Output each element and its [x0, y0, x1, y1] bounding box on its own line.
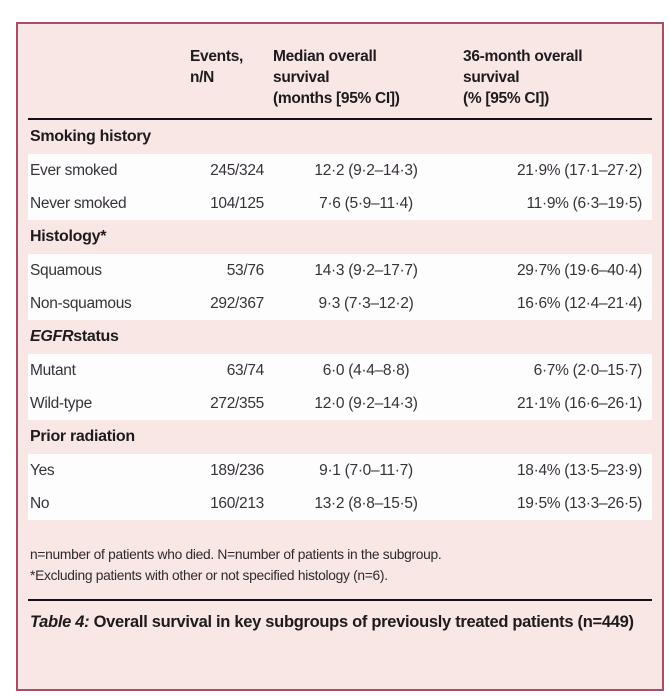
cell-36month-survival: 21·1% (16·6–26·1) [516, 394, 642, 412]
section-title-prior-radiation: Prior radiation [28, 420, 652, 454]
row-label: Ever smoked [30, 161, 118, 179]
caption-divider [28, 599, 652, 601]
cell-median-survival: 13·2 (8·8–15·5) [314, 494, 418, 512]
cell-36month-survival: 29·7% (19·6–40·4) [516, 261, 642, 279]
column-header-median-survival: Median overall survival (months [95% CI]… [273, 48, 400, 107]
row-label: Yes [30, 461, 55, 479]
table-header-row: Events, n/N Median overall survival (mon… [28, 24, 652, 120]
cell-36month-survival: 19·5% (13·3–26·5) [516, 494, 642, 512]
section-title-text: status [73, 328, 119, 345]
footnotes: n=number of patients who died. N=number … [28, 544, 652, 586]
section-title-text: Smoking history [30, 128, 151, 145]
cell-median-survival: 7·6 (5·9–11·4) [319, 194, 413, 212]
table-row-non-squamous: Non-squamous 292/367 9·3 (7·3–12·2) 16·6… [28, 287, 652, 320]
table-row-wild-type: Wild-type 272/355 12·0 (9·2–14·3) 21·1% … [28, 387, 652, 420]
column-header-events: Events, n/N [190, 48, 244, 86]
cell-median-survival: 12·0 (9·2–14·3) [314, 394, 418, 412]
cell-36month-survival: 16·6% (12·4–21·4) [516, 294, 642, 312]
cell-events: 292/367 [210, 294, 264, 312]
cell-median-survival: 6·0 (4·4–8·8) [322, 361, 410, 379]
cell-median-survival: 12·2 (9·2–14·3) [314, 161, 418, 179]
section-title-text: Prior radiation [30, 428, 135, 445]
cell-36month-survival: 11·9% (6·3–19·5) [526, 194, 642, 212]
column-header-blank [28, 46, 190, 109]
data-band-histology: Squamous 53/76 14·3 (9·2–17·7) 29·7% (19… [28, 254, 652, 320]
table-row-squamous: Squamous 53/76 14·3 (9·2–17·7) 29·7% (19… [28, 254, 652, 287]
table-caption-text: Overall survival in key subgroups of pre… [89, 613, 634, 631]
table-row-radiation-no: No 160/213 13·2 (8·8–15·5) 19·5% (13·3–2… [28, 487, 652, 520]
cell-events: 53/76 [226, 261, 265, 279]
section-title-smoking-history: Smoking history [28, 120, 652, 154]
row-label: Mutant [30, 361, 76, 379]
cell-events: 272/355 [210, 394, 264, 412]
cell-events: 189/236 [210, 461, 264, 479]
section-title-egfr-status: EGFR status [28, 320, 652, 354]
cell-36month-survival: 21·9% (17·1–27·2) [516, 161, 642, 179]
footnote-n-definition: n=number of patients who died. N=number … [30, 547, 442, 562]
cell-36month-survival: 18·4% (13·5–23·9) [516, 461, 642, 479]
footnote-histology-exclusion: *Excluding patients with other or not sp… [30, 568, 388, 583]
table-row-ever-smoked: Ever smoked 245/324 12·2 (9·2–14·3) 21·9… [28, 154, 652, 187]
table-row-radiation-yes: Yes 189/236 9·1 (7·0–11·7) 18·4% (13·5–2… [28, 454, 652, 487]
row-label: Wild-type [30, 394, 92, 412]
cell-median-survival: 9·3 (7·3–12·2) [318, 294, 414, 312]
cell-median-survival: 14·3 (9·2–17·7) [314, 261, 418, 279]
section-title-italic: EGFR [30, 328, 74, 345]
cell-events: 104/125 [210, 194, 264, 212]
table-row-never-smoked: Never smoked 104/125 7·6 (5·9–11·4) 11·9… [28, 187, 652, 220]
table-panel: Events, n/N Median overall survival (mon… [16, 22, 664, 691]
row-label: Never smoked [30, 194, 127, 212]
data-band-prior-radiation: Yes 189/236 9·1 (7·0–11·7) 18·4% (13·5–2… [28, 454, 652, 520]
cell-36month-survival: 6·7% (2·0–15·7) [533, 361, 643, 379]
section-title-text: Histology* [30, 228, 107, 245]
table-caption-label: Table 4: [30, 613, 90, 631]
cell-median-survival: 9·1 (7·0–11·7) [319, 461, 413, 479]
table-caption: Table 4: Overall survival in key subgrou… [28, 601, 652, 635]
column-header-36month-survival: 36-month overall survival (% [95% CI]) [463, 48, 583, 107]
cell-events: 63/74 [226, 361, 265, 379]
data-band-smoking-history: Ever smoked 245/324 12·2 (9·2–14·3) 21·9… [28, 154, 652, 220]
table-row-mutant: Mutant 63/74 6·0 (4·4–8·8) 6·7% (2·0–15·… [28, 354, 652, 387]
cell-events: 245/324 [210, 161, 264, 179]
section-title-histology: Histology* [28, 220, 652, 254]
row-label: Squamous [30, 261, 102, 279]
row-label: No [30, 494, 50, 512]
cell-events: 160/213 [210, 494, 264, 512]
data-band-egfr-status: Mutant 63/74 6·0 (4·4–8·8) 6·7% (2·0–15·… [28, 354, 652, 420]
row-label: Non-squamous [30, 294, 132, 312]
